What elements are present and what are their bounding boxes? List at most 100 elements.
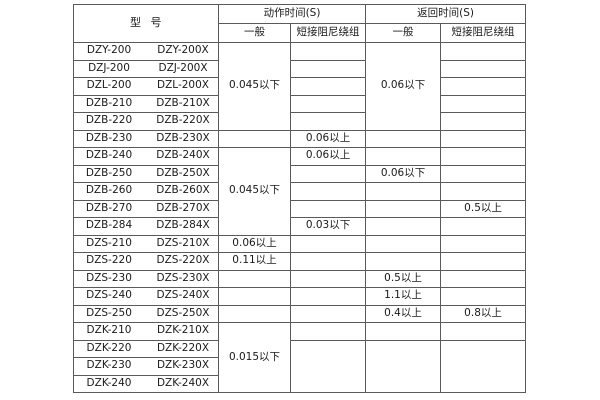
- model-code-variant: DZS-230X: [156, 271, 210, 284]
- table-row: DZB-260 DZB-260X: [73, 182, 527, 201]
- table-row: DZJ-200 DZJ-200X: [73, 59, 527, 78]
- cell-action-general: [218, 129, 291, 148]
- model-code-variant: DZK-210X: [156, 324, 210, 337]
- header-model: 型号: [73, 4, 219, 43]
- cell-return-damping: [440, 147, 527, 166]
- cell-return-damping: [440, 94, 527, 113]
- model-code-variant: DZS-220X: [156, 254, 210, 267]
- cell-action-damping: [289, 339, 367, 393]
- model-code-variant: DZB-240X: [156, 149, 210, 162]
- model-code-primary: DZB-240: [85, 149, 133, 162]
- cell-return-damping: [440, 42, 527, 61]
- model-code-primary: DZB-260: [85, 184, 133, 197]
- cell-model: DZS-230 DZS-230X: [73, 269, 219, 288]
- model-code-primary: DZB-270: [85, 201, 133, 214]
- model-code-primary: DZB-284: [85, 219, 133, 232]
- model-code-primary: DZB-230: [85, 131, 133, 144]
- model-code-variant: DZB-220X: [156, 114, 210, 127]
- header-action-damping: 短接阻尼绕组: [289, 23, 367, 43]
- relay-spec-table: 型号 动作时间(S) 返回时间(S) 一般 短接阻尼绕组 一般 短接阻尼绕组 D…: [73, 4, 527, 393]
- table-row: DZS-220 DZS-220X 0.11以上: [73, 252, 527, 271]
- cell-return-damping: [440, 234, 527, 253]
- table-row: DZS-210 DZS-210X 0.06以上: [73, 234, 527, 253]
- model-code-primary: DZY-200: [86, 44, 132, 57]
- cell-return-general: 0.06以下: [365, 164, 442, 183]
- cell-return-general: [365, 234, 442, 253]
- model-code-primary: DZK-240: [86, 376, 132, 389]
- header-action-time: 动作时间(S): [217, 4, 367, 24]
- cell-model: DZB-210 DZB-210X: [73, 94, 219, 113]
- header-action-general: 一般: [218, 23, 291, 43]
- table-row: DZK-230 DZK-230X: [73, 357, 526, 376]
- cell-return-general: 1.1以上: [365, 287, 442, 306]
- table-row: DZS-250 DZS-250X 0.4以上 0.8以上: [73, 304, 527, 323]
- cell-action-damping: [289, 287, 367, 306]
- cell-return-general: 0.5以上: [365, 269, 442, 288]
- cell-action-general: [218, 287, 291, 306]
- model-code-variant: DZB-210X: [156, 96, 210, 109]
- model-code-variant: DZB-230X: [156, 131, 210, 144]
- cell-model: DZK-210 DZK-210X: [73, 322, 219, 341]
- table-row: DZB-210 DZB-210X: [73, 94, 527, 113]
- cell-action-general: [218, 269, 291, 288]
- model-code-primary: DZB-250: [85, 166, 133, 179]
- cell-return-general: [365, 339, 442, 393]
- cell-return-damping: [440, 182, 527, 201]
- cell-return-general: 0.06以下: [365, 42, 442, 131]
- cell-model: DZB-260 DZB-260X: [73, 182, 219, 201]
- header-return-general: 一般: [365, 23, 442, 43]
- cell-return-general: [440, 217, 527, 236]
- model-code-variant: DZJ-200X: [158, 61, 208, 74]
- cell-model: DZB-250 DZB-250X: [73, 164, 219, 183]
- cell-model: DZS-220 DZS-220X: [73, 252, 219, 271]
- header-row-sub: 一般 短接阻尼绕组 一般 短接阻尼绕组: [74, 23, 527, 43]
- model-code-variant: DZS-210X: [156, 236, 210, 249]
- header-row-group: 型号 动作时间(S) 返回时间(S): [73, 4, 527, 43]
- table-body: DZY-200 DZY-200X 0.045以下 0.06以下 DZJ-200 DZJ-2…: [73, 42, 527, 393]
- table-row: DZK-220 DZK-220X: [73, 339, 527, 393]
- cell-return-damping: [440, 339, 527, 393]
- cell-action-general: 0.015以下: [218, 322, 291, 393]
- cell-action-damping: [289, 252, 367, 271]
- table-row: DZS-240 DZS-240X 1.1以上: [73, 287, 527, 306]
- cell-model: DZB-284 DZB-284X: [73, 217, 219, 236]
- model-code-variant: DZB-284X: [156, 219, 210, 232]
- model-code-primary: DZK-230: [86, 359, 132, 372]
- cell-action-damping: [289, 42, 367, 61]
- model-code-primary: DZS-230: [86, 271, 132, 284]
- model-code-variant: DZS-240X: [156, 289, 210, 302]
- cell-return-damping: [440, 112, 527, 131]
- model-code-variant: DZK-230X: [156, 359, 210, 372]
- cell-return-damping: [440, 129, 527, 148]
- table-row: DZB-240 DZB-240X 0.045以下 0.06以上: [73, 147, 527, 236]
- cell-action-general: 0.06以上: [218, 234, 291, 253]
- table-row: DZS-230 DZS-230X 0.5以上: [73, 269, 527, 288]
- spec-table-container: 型号 动作时间(S) 返回时间(S) 一般 短接阻尼绕组 一般 短接阻尼绕组 D…: [73, 4, 527, 393]
- cell-action-damping: [289, 59, 367, 78]
- cell-return-general: [365, 147, 442, 166]
- model-code-primary: DZB-220: [85, 114, 133, 127]
- cell-action-general: 0.11以上: [218, 252, 291, 271]
- cell-return-damping: 0.8以上: [440, 304, 527, 323]
- table-row: DZK-240 DZK-240X: [73, 374, 526, 393]
- cell-action-damping: [289, 322, 367, 341]
- model-code-primary: DZL-200: [86, 79, 132, 92]
- cell-model: DZK-230 DZK-230X: [73, 357, 219, 376]
- cell-return-damping: 0.5以上: [440, 199, 527, 218]
- cell-return-general: [365, 182, 442, 201]
- table-row: DZB-220 DZB-220X: [73, 112, 527, 131]
- cell-return-general: [365, 199, 442, 218]
- table-row: DZB-284 DZB-284X 0.03以下: [73, 217, 527, 236]
- header-model-part2: 号: [150, 16, 162, 30]
- model-code-variant: DZB-260X: [156, 184, 210, 197]
- model-code-variant: DZS-250X: [156, 306, 210, 319]
- cell-action-damping: 0.06以上: [289, 147, 367, 166]
- cell-return-general: [365, 252, 442, 271]
- model-code-variant: DZB-250X: [156, 166, 210, 179]
- cell-model: DZS-210 DZS-210X: [73, 234, 219, 253]
- cell-action-general: 0.03以下: [289, 217, 367, 236]
- cell-action-damping: [289, 77, 367, 96]
- model-code-variant: DZK-220X: [156, 341, 210, 354]
- cell-action-damping: [289, 94, 367, 113]
